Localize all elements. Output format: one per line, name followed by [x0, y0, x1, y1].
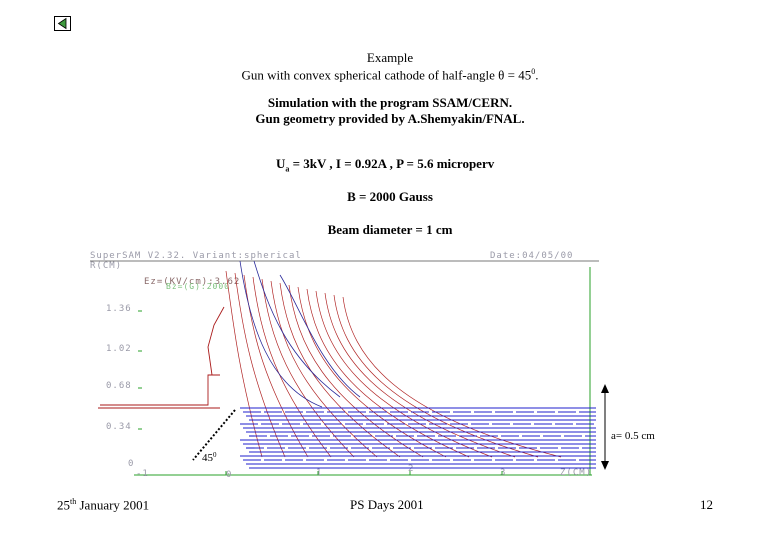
x-tick-label: 1: [316, 468, 322, 478]
x-tick-label: -1: [136, 469, 149, 479]
electrode-geometry: [98, 306, 225, 409]
simulation-plot: SuperSAM V2.32. Variant:spherical Date:0…: [90, 251, 609, 480]
legend-magnetic-field: Bz=(G):2000: [166, 282, 230, 291]
program-title: SuperSAM V2.32. Variant:spherical: [90, 251, 302, 261]
x-tick-label: 0: [226, 470, 232, 480]
equipotential-line: [279, 282, 401, 458]
axis-ticks: [138, 310, 503, 475]
angle-label: 450: [202, 451, 217, 464]
cathode-step-line: [100, 374, 220, 406]
x-axis-unit: Z(CM): [560, 468, 592, 478]
gun-parameters: Ua = 3kV , I = 0.92A , P = 5.6 microperv: [276, 156, 495, 174]
equipotential-lines: [225, 270, 562, 458]
electron-beam-trajectories: [240, 407, 596, 469]
equipotential-line: [288, 284, 424, 458]
y-tick-label: 0: [128, 459, 134, 469]
equipotential-line: [324, 292, 516, 458]
equipotential-line: [261, 278, 355, 458]
page-number: 12: [700, 497, 713, 512]
header-gun-description: Gun with convex spherical cathode of hal…: [241, 67, 539, 83]
header-example: Example: [366, 50, 414, 65]
x-tick-label: 2: [408, 464, 414, 474]
beam-radius-label: a= 0.5 cm: [611, 430, 655, 442]
focus-electrode-edge: [207, 306, 225, 376]
y-tick-label: 1.02: [106, 344, 132, 354]
y-tick-label: 0.34: [106, 422, 132, 432]
equipotential-line: [306, 288, 470, 458]
footer-event: PS Days 2001: [350, 497, 424, 512]
equipotential-line: [270, 280, 378, 458]
simulation-date: Date:04/05/00: [490, 251, 573, 261]
y-tick-label: 0.68: [106, 381, 132, 391]
magnetic-field-lines: [239, 260, 361, 408]
beam-diameter: Beam diameter = 1 cm: [327, 222, 453, 237]
y-tick-label: 1.36: [106, 304, 132, 314]
beam-radius-dimension: [601, 384, 609, 470]
equipotential-line: [315, 290, 493, 458]
equipotential-line: [225, 270, 263, 458]
legend-field-strength: Ez=(KV/cm):3.62: [144, 277, 240, 287]
equipotential-line: [243, 274, 309, 458]
equipotential-line: [333, 294, 539, 458]
geometry-credit-line: Gun geometry provided by A.Shemyakin/FNA…: [255, 111, 525, 126]
simulation-line: Simulation with the program SSAM/CERN.: [267, 95, 513, 110]
x-tick-label: 3: [500, 468, 506, 478]
equipotential-line: [234, 272, 286, 458]
magnetic-field: B = 2000 Gauss: [347, 189, 433, 204]
cathode-half-angle-line: [192, 409, 236, 461]
back-nav-button[interactable]: [54, 16, 71, 31]
triangle-left-icon: [57, 17, 67, 30]
y-axis-unit: R(CM): [90, 261, 122, 271]
footer-date: 25th January 2001: [57, 497, 150, 513]
